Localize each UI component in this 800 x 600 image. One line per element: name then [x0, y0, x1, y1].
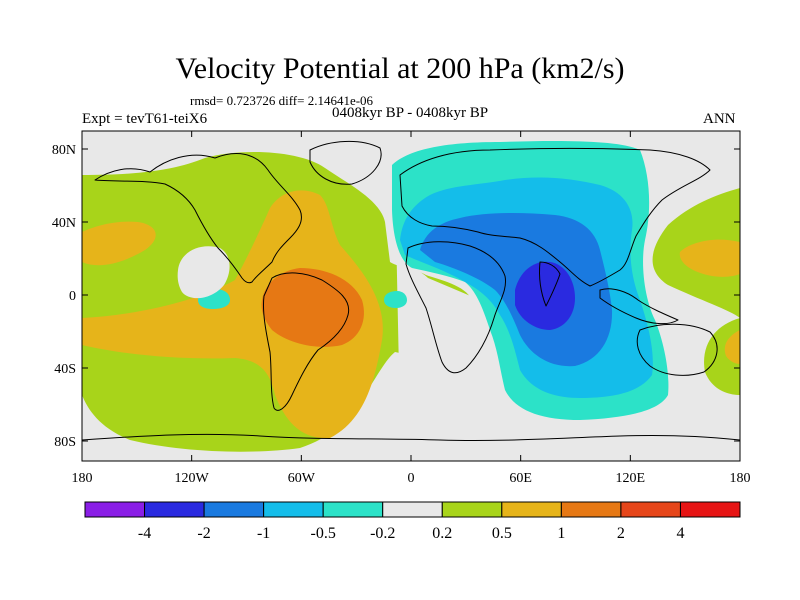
contour-darkblue-core [515, 261, 575, 330]
colorbar-swatch [322, 501, 384, 518]
colorbar-swatch [382, 501, 443, 518]
period-label: 0408kyr BP - 0408kyr BP [331, 105, 489, 121]
y-tick-label: 0 [69, 289, 76, 304]
colorbar-swatch [501, 501, 562, 518]
colorbar-label: 2 [617, 525, 625, 542]
plot-title: Velocity Potential at 200 hPa (km2/s) [175, 52, 625, 85]
stats-label: rmsd= 0.723726 diff= 2.14641e-06 [190, 93, 374, 108]
x-tick-label: 120W [175, 471, 210, 486]
contour-orange-east [679, 239, 740, 277]
colorbar-label: -0.2 [370, 525, 395, 542]
colorbar-swatch [203, 501, 265, 518]
colorbar: -4 -2 -1 -0.5 -0.2 0.2 0.5 1 2 4 [84, 501, 741, 542]
contour-gray-gap [395, 180, 520, 420]
y-tick-label: 80N [52, 143, 76, 158]
colorbar-label: -4 [138, 525, 151, 542]
contour-orange-southeast [724, 330, 740, 364]
x-tick-label: 60W [288, 471, 316, 486]
season-label: ANN [703, 111, 736, 127]
colorbar-swatch [441, 501, 503, 518]
contour-teal-pocket-atlantic [384, 291, 407, 308]
coastline-southeast-asia [599, 288, 679, 325]
colorbar-label: 1 [557, 525, 565, 542]
x-tick-label: 180 [730, 471, 751, 486]
y-tick-label: 40N [52, 216, 76, 231]
contour-field [82, 131, 740, 461]
colorbar-swatch [679, 501, 741, 518]
coastline-india [539, 261, 561, 307]
colorbar-swatch [560, 501, 622, 518]
colorbar-label: 0.2 [432, 525, 452, 542]
colorbar-label: 4 [676, 525, 684, 542]
x-tick-label: 60E [509, 471, 532, 486]
x-tick-label: 120E [616, 471, 646, 486]
y-axis: 80N 40N 0 40S 80S [52, 143, 740, 450]
y-tick-label: 80S [54, 435, 76, 450]
coastline-south-america [263, 272, 350, 411]
y-tick-label: 40S [54, 362, 76, 377]
colorbar-label: -0.5 [311, 525, 336, 542]
x-tick-label: 180 [72, 471, 93, 486]
coastline-africa [405, 241, 507, 374]
contour-darkorange-core [261, 268, 364, 347]
coastline-australia [636, 323, 718, 376]
colorbar-label: -1 [257, 525, 270, 542]
colorbar-swatch [620, 501, 681, 518]
contour-gray-pocket [177, 246, 230, 299]
coastline-north-america [94, 153, 302, 284]
coastline-eurasia [399, 148, 711, 287]
coastline-antarctica [82, 433, 740, 442]
colorbar-label: 0.5 [492, 525, 512, 542]
x-axis: 180 120W 60W 0 60E 120E 180 [72, 131, 751, 486]
colorbar-label: -2 [197, 525, 210, 542]
contour-orange-america [82, 190, 383, 439]
colorbar-swatch [263, 501, 324, 518]
coastline-greenland [309, 140, 382, 185]
x-tick-label: 0 [408, 471, 415, 486]
contour-orange-pacific [82, 221, 156, 266]
colorbar-swatch [144, 501, 205, 518]
experiment-label: Expt = tevT61-teiX6 [82, 111, 208, 127]
colorbar-swatch [84, 501, 146, 518]
coastlines [82, 140, 740, 442]
